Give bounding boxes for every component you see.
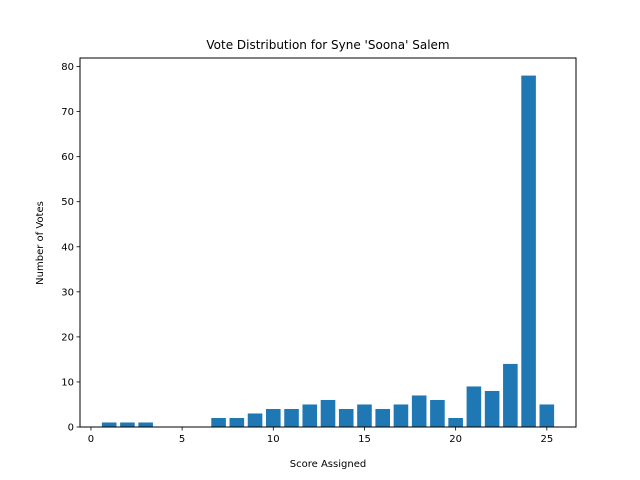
- bar-score-25: [539, 404, 555, 427]
- y-axis-ticks: 0 10 20 30 40 50 60 70 80: [61, 62, 80, 434]
- x-tick-label: 5: [179, 434, 185, 445]
- y-tick-label: 80: [61, 62, 74, 73]
- bar-score-14: [338, 408, 354, 427]
- bar-score-13: [320, 399, 336, 427]
- y-tick-label: 10: [61, 377, 74, 388]
- bar-score-9: [247, 413, 263, 427]
- bar-score-12: [302, 404, 318, 427]
- y-tick-label: 50: [61, 197, 74, 208]
- y-axis-label: Number of Votes: [35, 201, 46, 285]
- y-tick-label: 60: [61, 152, 74, 163]
- bar-score-19: [430, 399, 445, 427]
- bar-score-22: [484, 390, 500, 427]
- bar-score-20: [448, 417, 463, 427]
- x-tick-label: 10: [267, 434, 280, 445]
- bar-score-17: [393, 404, 409, 427]
- bar-score-18: [411, 395, 427, 427]
- y-tick-label: 30: [61, 287, 74, 298]
- y-tick-label: 70: [61, 107, 74, 118]
- x-axis-ticks: 0 5 10 15 20 25: [88, 427, 553, 445]
- plot-frame: [79, 57, 577, 428]
- bar-score-3: [138, 422, 153, 427]
- bars-group: [101, 75, 555, 427]
- y-tick-label: 20: [61, 332, 74, 343]
- chart-title: Vote Distribution for Syne 'Soona' Salem: [206, 38, 449, 52]
- x-axis-label: Score Assigned: [290, 459, 366, 470]
- x-tick-label: 15: [358, 434, 371, 445]
- x-tick-label: 20: [449, 434, 462, 445]
- bar-score-8: [229, 417, 245, 427]
- bar-score-2: [120, 422, 135, 427]
- bar-score-7: [211, 417, 226, 427]
- bar-score-15: [357, 404, 372, 427]
- x-tick-label: 0: [88, 434, 94, 445]
- x-tick-label: 25: [540, 434, 553, 445]
- bar-score-24: [521, 75, 536, 427]
- bar-score-23: [503, 363, 518, 427]
- y-tick-label: 40: [61, 242, 74, 253]
- y-tick-label: 0: [68, 423, 74, 434]
- bar-score-1: [101, 422, 117, 427]
- bar-score-16: [375, 408, 390, 427]
- bar-score-10: [266, 408, 281, 427]
- bar-score-21: [466, 386, 482, 427]
- bar-score-11: [284, 408, 299, 427]
